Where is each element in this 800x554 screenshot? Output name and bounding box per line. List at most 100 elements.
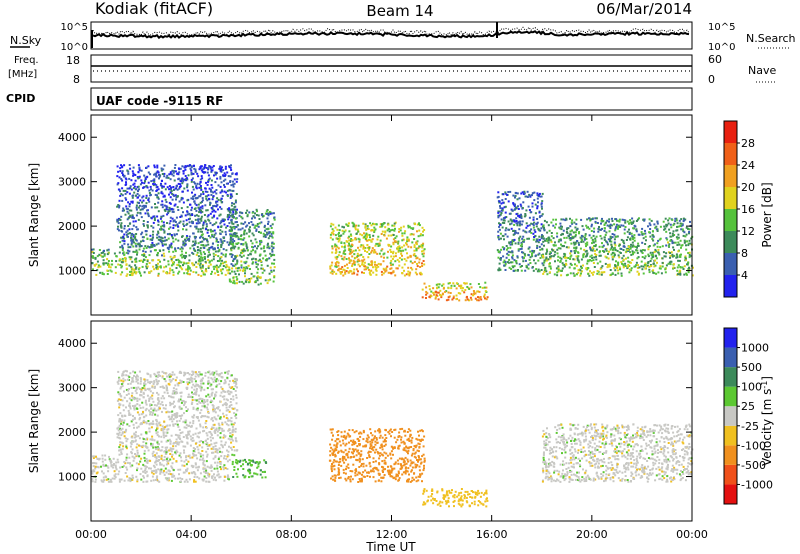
range-cell <box>155 476 158 479</box>
range-cell <box>206 472 209 475</box>
range-cell <box>208 475 211 478</box>
range-cell <box>165 176 168 179</box>
range-cell <box>374 265 377 268</box>
range-cell <box>528 209 531 211</box>
range-cell <box>413 249 416 252</box>
range-cell <box>211 270 213 273</box>
range-cell <box>575 247 578 250</box>
range-cell <box>687 242 690 245</box>
range-cell <box>123 242 126 245</box>
range-cell <box>511 251 514 254</box>
range-cell <box>134 404 137 407</box>
range-cell <box>143 254 146 257</box>
range-cell <box>341 271 343 274</box>
range-cell <box>219 269 222 272</box>
range-cell <box>497 251 500 253</box>
range-cell <box>102 472 105 475</box>
range-cell <box>156 164 159 167</box>
range-cell <box>136 403 139 406</box>
colorbar-bin <box>724 143 737 165</box>
range-cell <box>450 284 453 287</box>
range-cell <box>174 164 177 166</box>
range-cell <box>173 261 175 264</box>
range-cell <box>137 463 140 466</box>
range-cell <box>272 242 275 245</box>
range-cell <box>392 255 395 258</box>
range-cell <box>120 177 123 180</box>
range-cell <box>208 247 211 249</box>
range-cell <box>380 255 383 258</box>
range-cell <box>598 273 601 276</box>
range-cell <box>330 264 333 267</box>
range-cell <box>224 441 227 444</box>
range-cell <box>395 235 398 238</box>
range-cell <box>565 274 568 277</box>
range-cell <box>211 417 214 420</box>
range-cell <box>194 240 197 243</box>
range-cell <box>250 277 253 280</box>
range-cell <box>676 229 679 232</box>
range-cell <box>188 239 191 242</box>
range-cell <box>182 243 185 246</box>
range-cell <box>147 213 150 216</box>
range-cell <box>217 255 220 258</box>
range-cell <box>447 282 450 285</box>
range-cell <box>390 267 393 270</box>
range-cell <box>376 252 379 255</box>
range-cell <box>513 223 516 226</box>
range-cell <box>394 237 397 240</box>
range-cell <box>601 217 603 220</box>
range-cell <box>236 208 238 211</box>
range-cell <box>204 260 207 263</box>
range-cell <box>453 285 456 287</box>
range-cell <box>164 182 167 185</box>
range-cell <box>343 226 345 229</box>
range-cell <box>148 200 151 203</box>
range-cell <box>155 432 158 435</box>
range-cell <box>521 256 524 259</box>
range-cell <box>118 205 121 207</box>
range-cell <box>199 262 202 265</box>
range-cell <box>114 476 117 479</box>
range-cell <box>373 250 376 253</box>
range-cell <box>128 477 131 480</box>
range-cell <box>613 246 616 249</box>
range-cell <box>161 200 164 203</box>
range-cell <box>140 179 143 182</box>
range-cell <box>147 181 150 184</box>
range-cell <box>506 235 509 238</box>
range-cell <box>437 291 440 294</box>
range-cell <box>368 247 371 249</box>
range-cell <box>136 469 138 472</box>
range-cell <box>135 260 138 263</box>
range-cell <box>202 244 205 247</box>
range-cell <box>186 178 189 181</box>
range-cell <box>264 279 267 282</box>
range-cell <box>509 251 512 254</box>
range-cell <box>208 165 211 167</box>
range-cell <box>669 254 672 257</box>
range-cell <box>353 268 356 271</box>
range-cell <box>149 467 152 470</box>
range-cell <box>213 376 216 379</box>
range-cell <box>401 254 403 257</box>
range-cell <box>421 234 424 237</box>
range-cell <box>352 249 355 252</box>
range-cell <box>580 241 583 243</box>
range-cell <box>125 207 128 210</box>
range-cell <box>178 398 180 401</box>
range-cell <box>214 461 217 464</box>
range-cell <box>534 230 537 233</box>
range-cell <box>594 220 597 223</box>
range-cell <box>662 251 665 254</box>
range-cell <box>620 272 623 275</box>
range-cell <box>152 472 155 475</box>
range-cell <box>246 267 249 270</box>
range-cell <box>537 201 539 204</box>
range-cell <box>135 204 138 207</box>
range-cell <box>587 260 590 263</box>
range-cell <box>202 479 205 482</box>
range-cell <box>203 214 206 216</box>
range-cell <box>367 263 370 266</box>
range-cell <box>146 474 149 477</box>
